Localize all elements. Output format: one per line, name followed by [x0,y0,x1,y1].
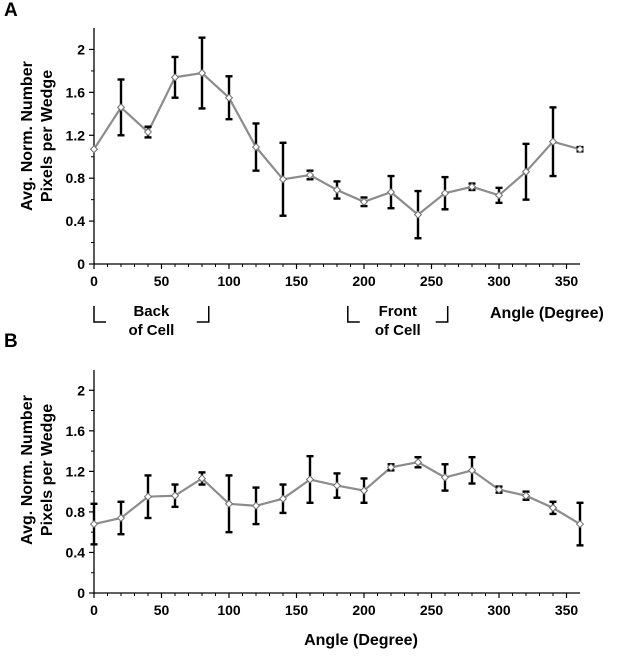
data-point [467,182,477,191]
y-axis-title-line-2: Pixels per Wedge [39,70,56,202]
x-tick-label: 50 [154,602,170,618]
data-point [386,463,396,472]
x-axis-title: Angle (Degree) [490,305,604,322]
x-tick-label: 350 [555,602,579,618]
x-tick-label: 350 [555,273,579,289]
data-point [143,492,153,501]
data-point [197,68,207,78]
data-point [89,145,99,154]
y-tick-label: 0.4 [66,213,86,229]
x-tick-label: 300 [487,602,511,618]
annotation-bracket-left [93,306,106,323]
x-tick-label: 200 [352,602,376,618]
data-point [278,494,288,503]
data-point [332,481,342,490]
data-point [494,191,504,200]
data-point [521,167,531,176]
annotation-label: Back [133,303,170,320]
x-axis-title: Angle (Degree) [304,632,418,649]
data-point [548,503,558,512]
data-point [170,73,180,82]
x-tick-label: 100 [217,273,241,289]
data-point [467,466,477,475]
y-tick-label: 0.8 [66,504,86,520]
data-point [224,499,234,508]
data-point [197,474,207,483]
data-point [440,473,450,482]
data-point [251,142,261,152]
annotation-label: of Cell [375,322,421,339]
data-point [548,137,558,146]
data-point [359,197,369,206]
x-tick-label: 150 [285,273,309,289]
y-tick-label: 1.2 [66,127,86,143]
x-tick-label: 50 [154,273,170,289]
data-point [332,185,342,195]
data-point [575,519,585,529]
annotation-bracket-left [347,306,360,323]
data-point [575,145,585,154]
data-point [521,491,531,500]
y-tick-label: 0 [77,585,85,601]
data-point [143,127,153,137]
x-tick-label: 300 [487,273,511,289]
data-point [440,189,450,198]
data-point [89,519,99,529]
annotation-label: Front [379,303,417,320]
data-point [386,188,396,197]
annotation-label: of Cell [128,322,174,339]
y-tick-label: 2 [77,382,85,398]
data-point [170,491,180,500]
data-point [116,103,126,112]
data-point [224,93,234,102]
data-point [116,513,126,523]
x-tick-label: 250 [420,273,444,289]
x-tick-label: 250 [420,602,444,618]
data-point [359,486,369,495]
x-tick-label: 0 [90,273,98,289]
y-tick-label: 0.4 [66,544,86,560]
data-point [305,170,315,180]
x-tick-label: 150 [285,602,309,618]
data-point [413,210,423,219]
y-axis-title-line-2: Pixels per Wedge [39,404,56,536]
data-point [305,475,315,484]
panel-a: A Avg. Norm. Number Pixels per Wedge Ang… [4,0,604,339]
data-point [251,501,261,510]
panel-letter: A [4,0,18,21]
panel-letter: B [4,331,18,352]
data-point [494,485,504,494]
y-tick-label: 0.8 [66,170,86,186]
panel-b: B Avg. Norm. Number Pixels per Wedge Ang… [4,331,585,649]
annotation-bracket-right [196,306,210,323]
y-tick-label: 2 [77,41,85,57]
y-tick-label: 1.6 [66,84,86,100]
y-tick-label: 1.2 [66,463,86,479]
x-tick-label: 0 [90,602,98,618]
data-point [278,175,288,184]
y-tick-label: 1.6 [66,423,86,439]
y-tick-label: 0 [77,256,85,272]
y-axis-title-line-1: Avg. Norm. Number [19,61,36,211]
x-tick-label: 100 [217,602,241,618]
data-point [413,458,423,467]
y-axis-title-line-1: Avg. Norm. Number [19,395,36,545]
x-tick-label: 200 [352,273,376,289]
annotation-bracket-right [435,306,449,323]
